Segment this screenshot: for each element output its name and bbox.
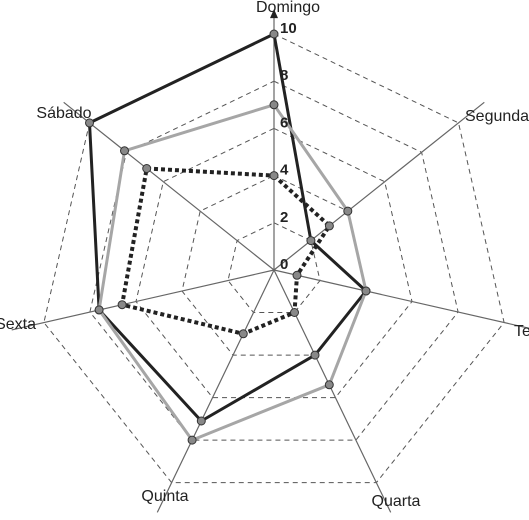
- tick-labels: 0 2 4 6 8 10: [280, 20, 297, 273]
- axis-spoke: [273, 269, 529, 329]
- data-point: [117, 300, 127, 310]
- series-line-1: [88, 32, 368, 423]
- axis-spoke: [11, 269, 275, 331]
- category-label: Quarta: [372, 493, 421, 510]
- axis-spoke: [156, 269, 275, 513]
- axis-arrow: [270, 9, 278, 19]
- category-label: Segunda: [465, 108, 529, 125]
- data-point: [269, 29, 279, 39]
- category-label: Terça: [514, 323, 529, 340]
- data-point: [324, 221, 334, 231]
- data-point: [238, 329, 248, 339]
- axis-spoke: [273, 269, 392, 513]
- data-point: [94, 305, 104, 315]
- category-label: Domingo: [256, 0, 320, 16]
- data-point: [306, 236, 316, 246]
- data-point: [269, 100, 279, 110]
- data-point: [290, 308, 299, 317]
- data-point: [142, 164, 152, 173]
- data-point: [324, 380, 334, 390]
- data-point: [187, 435, 197, 445]
- grid-ring: [181, 175, 367, 356]
- series: [85, 29, 371, 445]
- series-line-3: [120, 166, 332, 336]
- tick-label: 0: [280, 256, 288, 273]
- axis-spoke: [273, 101, 485, 271]
- tick-label: 6: [280, 114, 288, 131]
- category-label: Sábado: [36, 105, 91, 122]
- series-line-2: [97, 103, 368, 442]
- tick-label: 10: [280, 20, 297, 37]
- data-point: [120, 146, 129, 156]
- data-point: [361, 286, 371, 296]
- grid-ring: [43, 33, 505, 484]
- data-point: [196, 416, 206, 426]
- category-label: Sexta: [0, 316, 36, 333]
- grid-ring: [227, 222, 321, 313]
- data-point: [310, 350, 320, 360]
- data-point: [292, 270, 302, 280]
- axis-spoke: [63, 101, 275, 271]
- tick-label: 8: [280, 67, 288, 84]
- axes: [11, 9, 529, 513]
- category-label: Quinta: [141, 488, 188, 505]
- tick-label: 2: [280, 209, 288, 226]
- data-point: [85, 118, 94, 128]
- data-point: [269, 171, 279, 181]
- tick-label: 4: [280, 162, 289, 179]
- data-point: [343, 206, 353, 216]
